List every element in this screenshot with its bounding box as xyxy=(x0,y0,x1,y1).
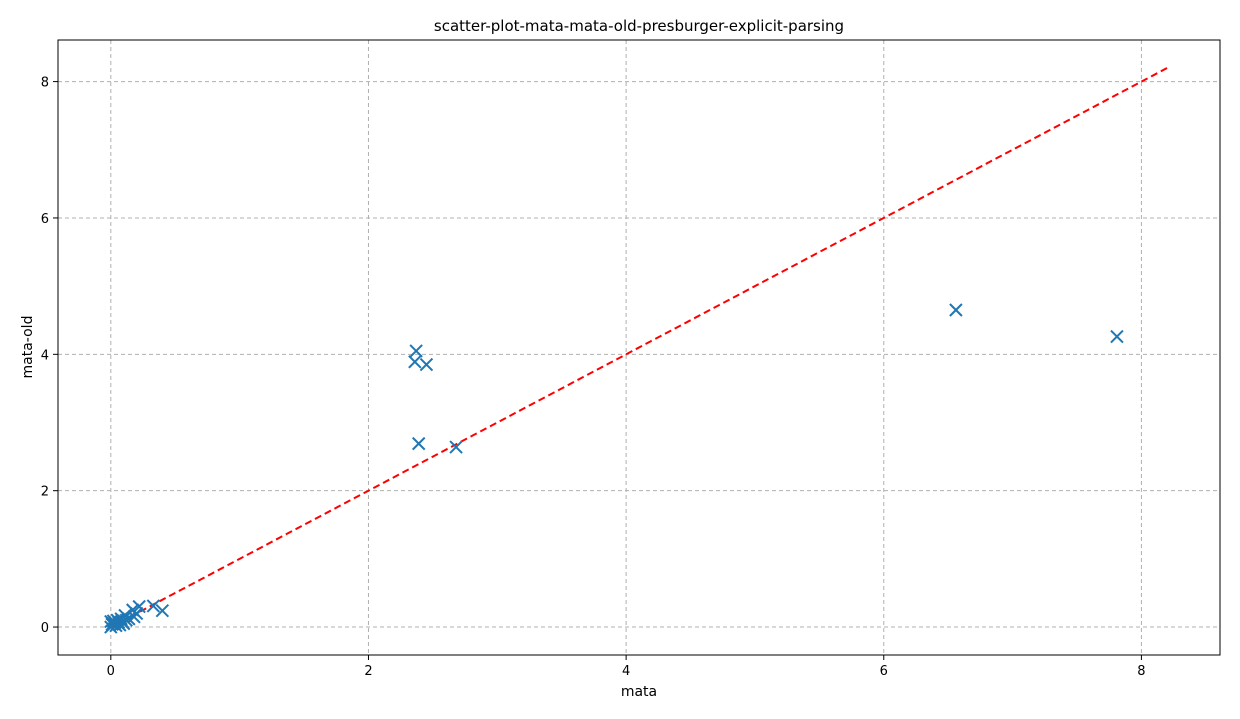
x-tick-label: 0 xyxy=(107,664,115,679)
plot-frame xyxy=(57,39,1221,656)
chart-title: scatter-plot-mata-mata-old-presburger-ex… xyxy=(434,17,844,35)
y-tick-label: 6 xyxy=(41,212,49,227)
data-point xyxy=(1110,329,1124,344)
x-tick-label: 6 xyxy=(880,664,888,679)
data-point-stroke xyxy=(105,617,119,632)
ticks-layer: 0 2 4 6 8 0 2 4 6 8 xyxy=(41,76,1146,679)
data-point xyxy=(419,357,434,372)
grid-layer xyxy=(58,40,1220,655)
data-point-stroke xyxy=(126,603,140,617)
data-point xyxy=(104,620,118,634)
data-point-stroke xyxy=(155,603,170,618)
data-point-stroke xyxy=(146,599,161,613)
y-tick-label: 4 xyxy=(41,348,49,363)
data-point xyxy=(408,355,422,369)
data-point-stroke xyxy=(104,620,118,634)
data-point xyxy=(155,603,170,618)
data-point xyxy=(104,614,118,629)
data-point xyxy=(126,603,140,617)
data-point xyxy=(949,303,963,317)
data-point xyxy=(146,599,161,613)
data-point xyxy=(449,440,463,454)
y-tick-label: 0 xyxy=(41,621,49,636)
points-layer xyxy=(104,303,1124,634)
x-axis-label: mata xyxy=(621,684,657,700)
data-point xyxy=(409,344,423,358)
x-tick-label: 2 xyxy=(364,664,372,679)
data-point xyxy=(412,436,426,451)
data-point-stroke xyxy=(412,436,426,451)
data-point-stroke xyxy=(449,440,463,454)
y-axis-label: mata-old xyxy=(20,316,36,379)
data-point-stroke xyxy=(419,357,434,372)
y-tick-label: 8 xyxy=(41,76,49,91)
reference-line xyxy=(110,67,1168,628)
data-point-stroke xyxy=(104,614,118,629)
x-tick-label: 8 xyxy=(1137,664,1145,679)
data-point xyxy=(105,617,119,632)
x-tick-label: 4 xyxy=(622,664,630,679)
data-point-stroke xyxy=(1110,329,1124,344)
data-point-stroke xyxy=(949,303,963,317)
data-point-stroke xyxy=(409,344,423,358)
data-point-stroke xyxy=(408,355,422,369)
y-tick-label: 2 xyxy=(41,485,49,500)
reference-line-layer xyxy=(110,67,1168,628)
